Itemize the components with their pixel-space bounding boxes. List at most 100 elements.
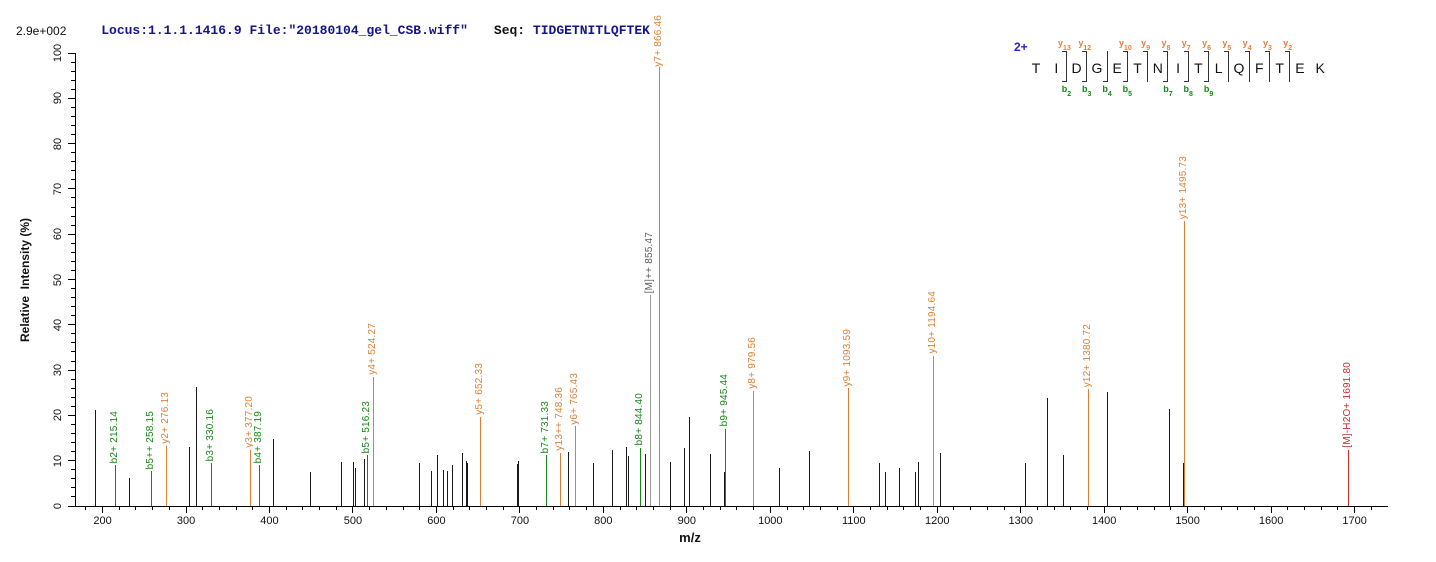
y-minor-tick	[71, 387, 75, 389]
b-ion-bracket-foot	[1122, 81, 1127, 82]
peak-label: y8+ 979.56	[747, 336, 758, 389]
x-major-tick	[602, 507, 604, 513]
y-minor-tick	[71, 215, 75, 217]
peak-line-unassigned	[628, 456, 629, 506]
y-tick-label: 90	[52, 92, 64, 105]
x-minor-tick	[1304, 507, 1306, 510]
peak-label: [M]-H2O+ 1691.80	[1342, 362, 1353, 448]
peak-label: y7+ 866.46	[653, 15, 664, 67]
y-axis-title: Relative Intensity (%)	[18, 217, 32, 343]
peak-line-unassigned	[1169, 409, 1170, 506]
peak-line-y	[480, 416, 481, 506]
peak-line-b	[259, 465, 260, 506]
y-minor-tick	[71, 170, 75, 172]
y-major-tick	[68, 233, 75, 235]
x-minor-tick	[1070, 507, 1072, 510]
y-ion-label: y9	[1141, 38, 1151, 52]
peak-line-b	[640, 447, 641, 506]
base-peak-intensity-label: 2.9e+002	[16, 24, 67, 38]
x-major-tick	[853, 507, 855, 513]
header: Locus:1.1.1.1416.9 File:"20180104_gel_CS…	[70, 8, 650, 53]
peak-line-unassigned	[612, 449, 613, 506]
x-minor-tick	[786, 507, 788, 510]
x-minor-tick	[920, 507, 922, 510]
y-minor-tick	[71, 297, 75, 299]
y-ion-bracket-foot	[1204, 51, 1209, 52]
y-ion-bracket-foot	[1244, 51, 1249, 52]
residue-letter: E	[1112, 60, 1122, 76]
x-major-tick	[435, 507, 437, 513]
peak-line-b	[367, 455, 368, 506]
peak-line-unassigned	[899, 468, 900, 506]
x-minor-tick	[953, 507, 955, 510]
y-ion-label: y13	[1058, 38, 1071, 52]
y-ion-label: y6	[1202, 38, 1211, 52]
residue-letter: Q	[1233, 60, 1245, 76]
peak-line-unassigned	[419, 462, 420, 506]
x-major-tick	[352, 507, 354, 513]
y-ion-bracket-foot	[1264, 51, 1269, 52]
b-ion-label: b5	[1122, 84, 1133, 98]
peak-line-y	[1088, 389, 1089, 506]
residue-letter: N	[1152, 60, 1163, 76]
peak-label: y13++ 748.36	[554, 386, 565, 451]
x-axis-title: m/z	[679, 530, 701, 545]
x-major-tick	[769, 507, 771, 513]
y-minor-tick	[71, 115, 75, 117]
y-ion-bracket-foot	[1163, 51, 1168, 52]
x-minor-tick	[402, 507, 404, 510]
peak-line-unassigned	[517, 463, 518, 506]
x-minor-tick	[586, 507, 588, 510]
y-minor-tick	[71, 433, 75, 435]
x-tick-label: 1400	[1091, 515, 1117, 527]
peak-label: b2+ 215.14	[109, 410, 120, 464]
peak-line-unassigned	[940, 453, 941, 506]
x-minor-tick	[369, 507, 371, 510]
peak-line-unassigned	[452, 465, 453, 506]
peak-line-unassigned	[437, 455, 438, 506]
peak-label: b5+ 516.23	[361, 400, 372, 454]
y-minor-tick	[71, 342, 75, 344]
peak-line-unassigned	[443, 469, 444, 506]
peak-line-unassigned	[447, 470, 448, 506]
y-major-tick	[68, 52, 75, 54]
x-minor-tick	[202, 507, 204, 510]
seq-label: Seq:	[493, 23, 526, 38]
peak-label: b9+ 945.44	[719, 374, 730, 427]
peak-line-unassigned	[710, 453, 711, 506]
x-minor-tick	[502, 507, 504, 510]
peak-line-y	[575, 426, 576, 506]
b-ion-label: b3	[1082, 84, 1092, 98]
y-ion-bracket-foot	[1082, 51, 1087, 52]
x-minor-tick	[419, 507, 421, 510]
peak-line-unassigned	[879, 462, 880, 506]
peak-label: [M]++ 855.47	[644, 231, 655, 293]
x-major-tick	[1354, 507, 1356, 513]
y-minor-tick	[71, 288, 75, 290]
x-tick-label: 1200	[925, 515, 950, 527]
x-tick-label: 1100	[841, 515, 866, 527]
y-tick-label: 50	[52, 273, 64, 286]
x-tick-label: 700	[510, 515, 530, 527]
y-major-tick	[68, 414, 75, 416]
x-minor-tick	[803, 507, 805, 510]
y-minor-tick	[71, 260, 75, 262]
x-minor-tick	[1003, 507, 1005, 510]
x-minor-tick	[302, 507, 304, 510]
residue-letter: G	[1091, 60, 1103, 76]
residue-letter: I	[1054, 60, 1059, 76]
x-minor-tick	[152, 507, 154, 510]
y-minor-tick	[71, 451, 75, 453]
y-minor-tick	[71, 179, 75, 181]
x-major-tick	[936, 507, 938, 513]
x-minor-tick	[636, 507, 638, 510]
x-tick-label: 800	[594, 515, 613, 527]
y-major-tick	[68, 143, 75, 145]
x-minor-tick	[319, 507, 321, 510]
y-minor-tick	[71, 496, 75, 498]
peak-line-unassigned	[918, 462, 919, 506]
x-major-tick	[1187, 507, 1189, 513]
peak-line-unassigned	[809, 451, 810, 506]
cleavage-line	[1167, 51, 1169, 82]
x-minor-tick	[218, 507, 220, 510]
